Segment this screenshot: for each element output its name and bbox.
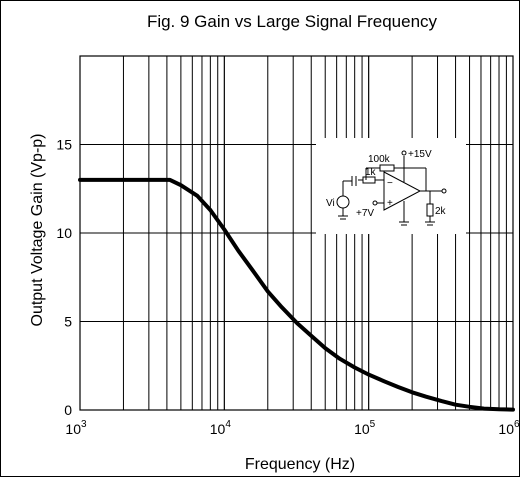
y-axis-label: Output Voltage Gain (Vp-p): [29, 134, 46, 327]
x-tick-label: 105: [354, 419, 376, 437]
y-tick-label: 5: [64, 314, 72, 330]
y-tick-label: 15: [56, 137, 72, 153]
opamp-symbol: [383, 171, 422, 211]
x-tick-label: 106: [498, 419, 520, 437]
opamp-circuit-inset: − + +15V 100k 1k Vi +7V 2k: [316, 138, 466, 234]
opamp-plus: +: [387, 198, 393, 209]
y-tick-label: 10: [56, 225, 72, 241]
load-resistor-label: 2k: [435, 206, 447, 217]
x-axis-label: Frequency (Hz): [245, 456, 355, 473]
opamp-minus: −: [387, 178, 393, 189]
output-terminal: [441, 188, 447, 194]
y-tick-label: 0: [64, 402, 72, 418]
feedback-resistor-label: 100k: [368, 154, 391, 165]
chart-title: Fig. 9 Gain vs Large Signal Frequency: [147, 12, 438, 31]
bias-label: +7V: [356, 208, 374, 219]
gain-curve: [78, 177, 515, 412]
supply-terminal: [401, 150, 407, 156]
x-tick-label: 104: [210, 419, 232, 437]
source-label: Vi: [326, 198, 335, 209]
plot-border: [79, 55, 514, 411]
x-tick-label: 103: [65, 419, 87, 437]
input-resistor-label: 1k: [365, 167, 377, 178]
supply-label: +15V: [408, 149, 432, 160]
axis-ticks: 0 5 10 15 103 104 105 106: [56, 137, 520, 438]
